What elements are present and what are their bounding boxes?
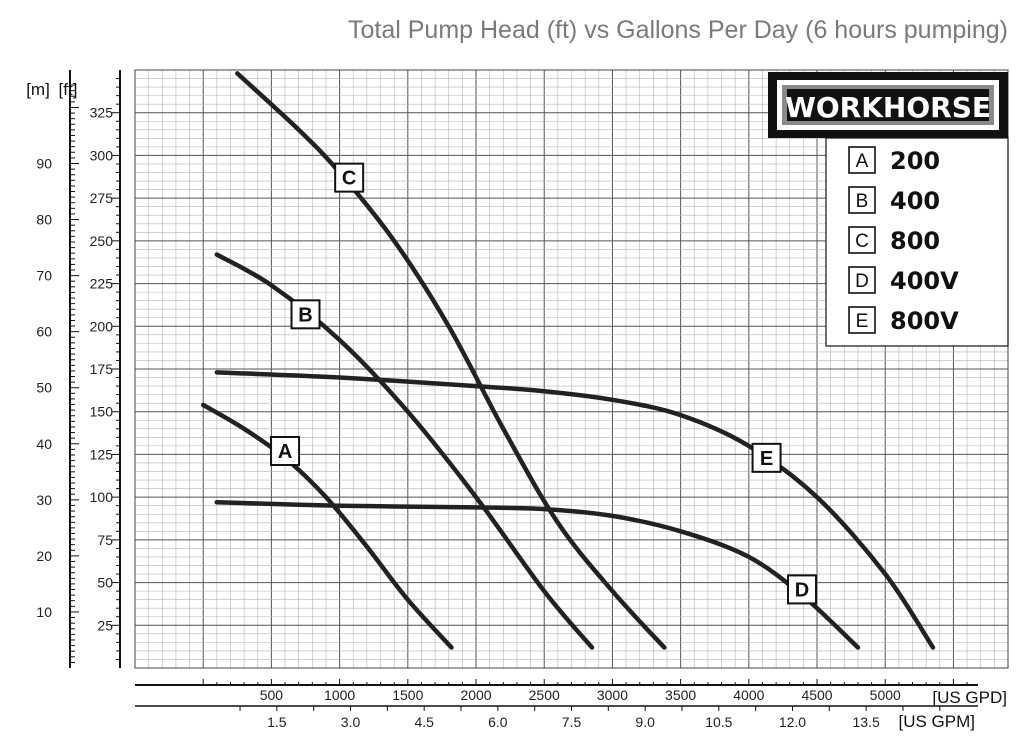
y-tick-label-m: 60: [36, 324, 52, 340]
legend-label-c: 800: [890, 227, 940, 255]
curve-label-box-e: [751, 442, 782, 473]
x-tick-label-gpm: 3.0: [341, 714, 361, 730]
curve-label-c: C: [342, 168, 356, 190]
curve-labels: A B C D E: [270, 162, 818, 605]
legend: A 200 B 400 C 800 D 400V E 800V: [825, 137, 1009, 347]
y-tick-label-ft: 225: [90, 276, 114, 292]
x-tick-label-gpm: 7.5: [562, 714, 582, 730]
y-axis-unit-ft: [ft]: [59, 80, 78, 99]
legend-key-d: D: [855, 271, 869, 292]
legend-label-b: 400: [890, 187, 940, 215]
curve-label-e: E: [760, 448, 773, 470]
x-tick-label-gpd: 2500: [529, 687, 560, 703]
x-tick-label-gpm: 1.5: [267, 714, 287, 730]
curve-label-a: A: [278, 441, 292, 463]
x-tick-label-gpd: 1000: [324, 687, 355, 703]
x-tick-label-gpd: 3000: [597, 687, 628, 703]
legend-label-a: 200: [890, 147, 940, 175]
curve-label-box-b: [290, 299, 321, 330]
legend-key-box-a: [848, 146, 876, 174]
y-tick-label-m: 80: [36, 212, 52, 228]
y-tick-label-m: 10: [36, 604, 52, 620]
y-tick-label-m: 50: [36, 380, 52, 396]
y-tick-label-ft: 150: [90, 404, 114, 420]
y-tick-label-ft: 25: [97, 617, 113, 633]
legend-key-b: B: [856, 191, 869, 212]
legend-key-box-d: [848, 266, 876, 294]
y-tick-label-m: 40: [36, 436, 52, 452]
y-tick-label-m: 70: [36, 268, 52, 284]
y-tick-label-ft: 50: [97, 575, 113, 591]
x-tick-label-gpm: 12.0: [779, 714, 806, 730]
axes: 25 50 75 100 125 150 175 200 225 250 275 300 325 10 20…: [36, 70, 978, 730]
y-tick-label-ft: 75: [97, 532, 113, 548]
legend-label-d: 400V: [890, 267, 959, 295]
x-tick-label-gpd: 3500: [665, 687, 696, 703]
x-tick-label-gpm: 4.5: [414, 714, 434, 730]
chart-title: Total Pump Head (ft) vs Gallons Per Day …: [348, 16, 1008, 44]
y-tick-label-ft: 100: [90, 489, 114, 505]
curve-a: [200, 402, 454, 650]
legend-label-e: 800V: [890, 307, 959, 335]
curve-e: [214, 370, 936, 650]
x-tick-label-gpd: 5000: [870, 687, 901, 703]
legend-key-e: E: [856, 311, 869, 332]
x-tick-label-gpd: 2000: [460, 687, 491, 703]
legend-key-a: A: [856, 151, 869, 172]
curve-d: [214, 500, 861, 650]
curve-label-d: D: [795, 579, 809, 601]
x-tick-label-gpm: 10.5: [705, 714, 732, 730]
curves: [200, 71, 936, 650]
y-axis-unit-m: [m]: [26, 80, 50, 99]
y-tick-label-m: 30: [36, 492, 52, 508]
legend-key-c: C: [855, 231, 869, 252]
legend-key-box-c: [848, 226, 876, 254]
y-tick-label-ft: 200: [90, 318, 114, 334]
legend-key-box-b: [848, 186, 876, 214]
y-tick-label-m: 90: [36, 156, 52, 172]
curve-label-box-d: [787, 574, 818, 605]
brand-text: WORKHORSE: [785, 91, 991, 124]
curve-label-box-c: [334, 162, 365, 193]
y-tick-label-ft: 125: [90, 446, 114, 462]
x-tick-label-gpd: 4000: [733, 687, 764, 703]
x-tick-label-gpd: 1500: [392, 687, 423, 703]
y-tick-label-ft: 325: [90, 105, 114, 121]
x-axis-unit-gpd: [US GPD]: [932, 688, 1007, 707]
x-tick-label-gpm: 9.0: [635, 714, 655, 730]
legend-key-box-e: [848, 306, 876, 334]
x-tick-label-gpm: 13.5: [853, 714, 880, 730]
y-tick-label-ft: 300: [90, 147, 114, 163]
curve-b: [214, 252, 595, 650]
curve-c: [235, 71, 667, 650]
brand-logo: WORKHORSE: [768, 72, 1008, 138]
x-axis-unit-gpm: [US GPM]: [898, 712, 975, 731]
y-tick-label-ft: 275: [90, 190, 114, 206]
y-tick-label-ft: 250: [90, 233, 114, 249]
curve-label-box-a: [270, 436, 301, 467]
plot-frame: [134, 69, 1009, 669]
y-tick-label-m: 20: [36, 548, 52, 564]
x-tick-label-gpd: 4500: [801, 687, 832, 703]
x-tick-label-gpm: 6.0: [488, 714, 508, 730]
y-tick-label-ft: 175: [90, 361, 114, 377]
x-tick-label-gpd: 500: [260, 687, 284, 703]
curve-label-b: B: [298, 304, 312, 326]
